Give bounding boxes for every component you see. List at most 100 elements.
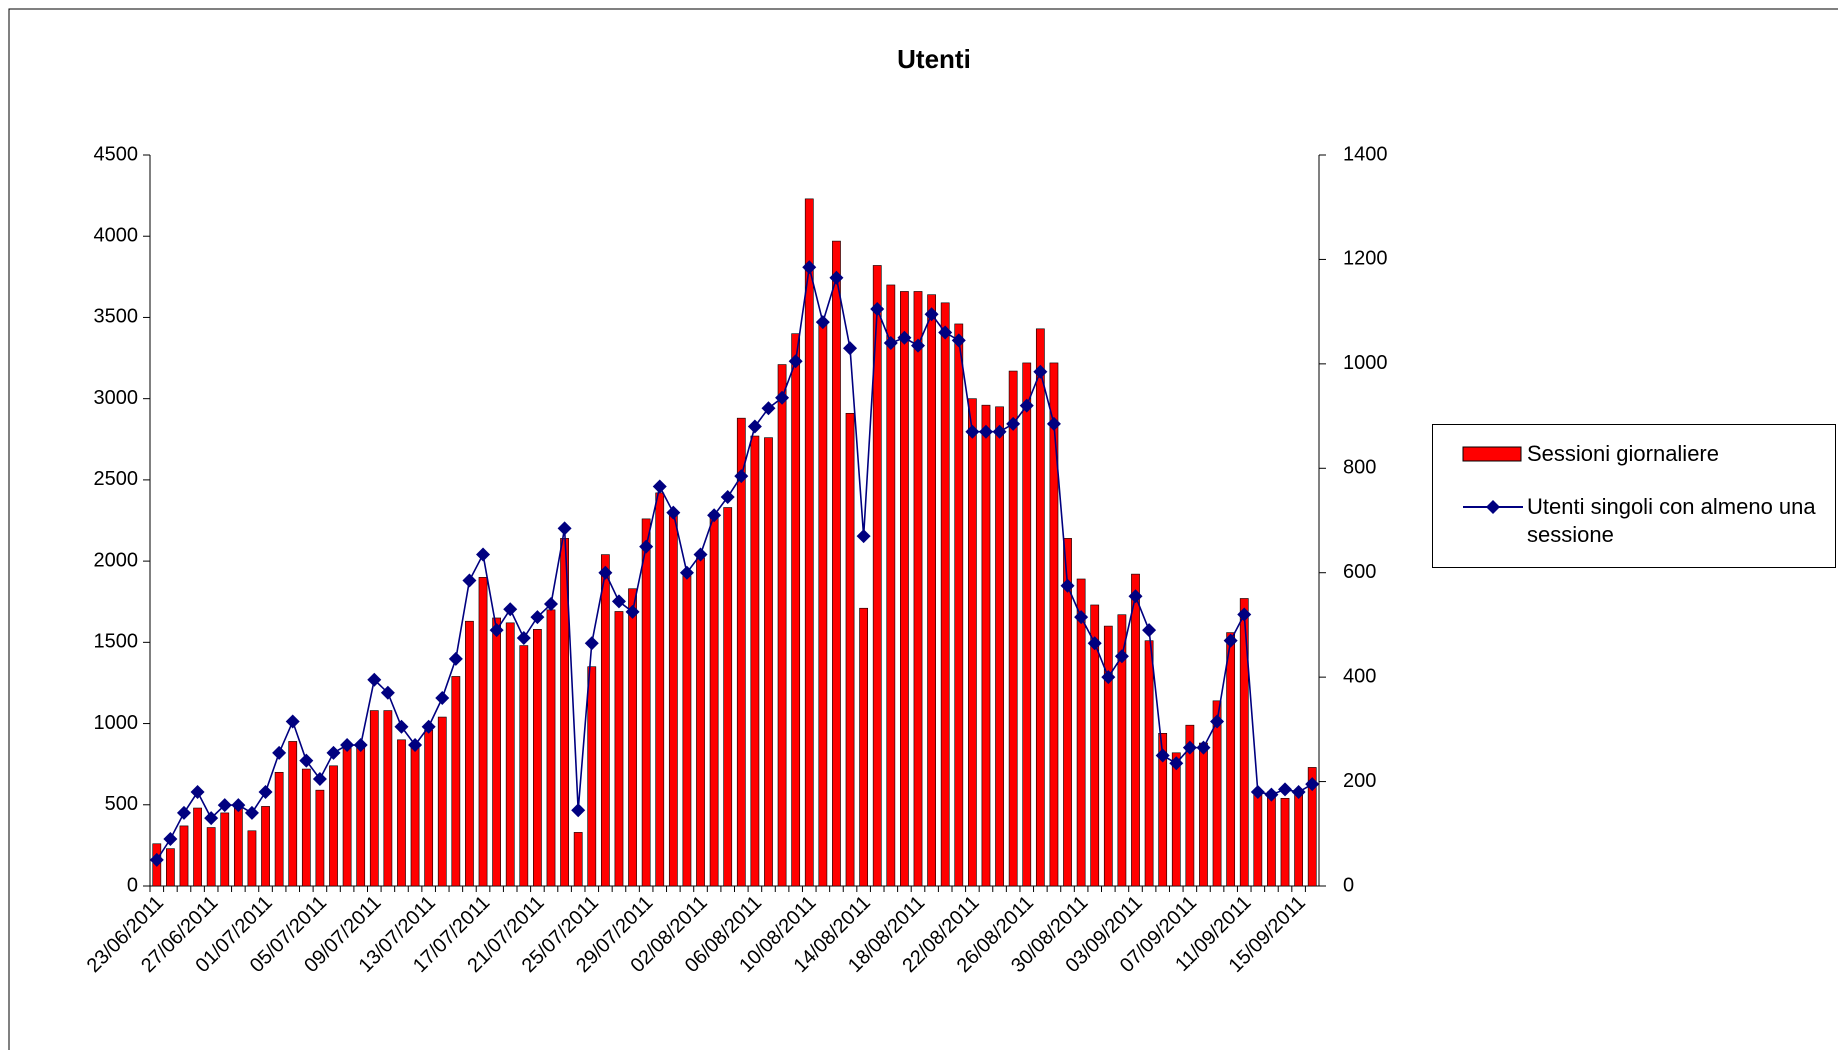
y2-tick-label: 1200 xyxy=(1343,248,1388,270)
bar xyxy=(777,364,787,887)
bar xyxy=(587,666,597,887)
bar xyxy=(505,622,515,887)
bar xyxy=(342,747,352,887)
marker xyxy=(380,685,395,700)
y-tick-label: 4500 xyxy=(94,143,139,165)
marker xyxy=(394,719,409,734)
marker xyxy=(1046,416,1061,431)
marker xyxy=(299,753,314,768)
marker xyxy=(190,785,205,800)
bar xyxy=(764,437,773,887)
marker xyxy=(1250,785,1265,800)
marker xyxy=(1182,740,1197,755)
marker xyxy=(530,610,545,625)
marker xyxy=(1210,714,1225,729)
marker xyxy=(1155,748,1170,763)
bar xyxy=(655,492,665,887)
marker xyxy=(421,719,436,734)
marker xyxy=(639,539,654,554)
y-tick-label: 1000 xyxy=(94,712,139,734)
y2-tick-label: 1400 xyxy=(1343,143,1388,165)
y-tick-label: 500 xyxy=(105,793,138,815)
bar xyxy=(668,513,678,887)
marker xyxy=(1006,416,1021,431)
marker xyxy=(679,565,694,580)
marker xyxy=(1169,756,1184,771)
bar xyxy=(723,507,733,887)
bar xyxy=(1212,700,1222,887)
bar xyxy=(166,848,175,887)
marker xyxy=(775,390,790,405)
bar xyxy=(886,284,896,887)
bar xyxy=(628,588,637,887)
bar xyxy=(614,611,624,887)
legend-label: Utenti singoli con almeno una sessione xyxy=(1527,494,1816,547)
marker xyxy=(448,651,463,666)
marker xyxy=(1291,785,1306,800)
marker xyxy=(408,738,423,753)
marker xyxy=(1237,607,1252,622)
marker xyxy=(1196,740,1211,755)
bar xyxy=(600,554,610,887)
bar xyxy=(1008,370,1018,887)
bar xyxy=(356,744,366,887)
marker xyxy=(1305,777,1320,792)
bar xyxy=(859,607,869,887)
bar xyxy=(900,291,909,887)
bar xyxy=(1239,598,1249,887)
y2-tick-label: 200 xyxy=(1343,770,1376,792)
bar xyxy=(804,198,814,887)
marker xyxy=(258,785,273,800)
y2-tick-label: 800 xyxy=(1343,457,1376,479)
bar xyxy=(478,577,488,887)
bar xyxy=(1307,767,1317,887)
bar xyxy=(329,765,338,887)
marker xyxy=(625,604,640,619)
bar xyxy=(206,827,216,887)
bar xyxy=(1090,604,1100,887)
y2-tick-label: 0 xyxy=(1343,874,1354,896)
bar xyxy=(750,435,760,887)
marker xyxy=(244,805,259,820)
bar xyxy=(791,333,801,887)
y-tick-label: 0 xyxy=(127,874,138,896)
bar xyxy=(1171,752,1181,887)
bar xyxy=(641,518,651,887)
bar xyxy=(233,807,243,887)
bar xyxy=(1294,789,1303,887)
bar xyxy=(437,716,447,887)
bar xyxy=(954,323,964,887)
bar xyxy=(369,710,379,887)
marker xyxy=(870,302,885,317)
bar xyxy=(872,265,882,887)
legend-keys xyxy=(1462,446,1523,514)
marker xyxy=(1142,623,1157,638)
bar xyxy=(1103,625,1113,887)
bar xyxy=(1280,797,1290,887)
marker xyxy=(176,805,191,820)
marker xyxy=(217,798,232,813)
frame xyxy=(8,8,1838,1050)
bar xyxy=(940,302,950,887)
marker xyxy=(1019,398,1034,413)
marker xyxy=(965,424,980,439)
bar xyxy=(981,404,991,887)
y-tick-label: 2500 xyxy=(94,468,139,490)
bar xyxy=(1063,538,1072,887)
marker xyxy=(462,573,477,588)
marker xyxy=(272,745,287,760)
marker xyxy=(992,424,1007,439)
bar xyxy=(397,739,406,887)
marker xyxy=(598,565,613,580)
legend-key-marker xyxy=(1486,500,1500,514)
marker xyxy=(367,672,382,687)
bar xyxy=(301,768,311,887)
legend: Sessioni giornaliere Utenti singoli con … xyxy=(1432,424,1836,568)
bar xyxy=(424,729,434,887)
bar xyxy=(1144,640,1154,887)
marker xyxy=(1114,649,1129,664)
bar xyxy=(1049,362,1059,887)
marker xyxy=(802,260,817,275)
bar xyxy=(818,320,828,887)
legend-label: Sessioni giornaliere xyxy=(1527,441,1719,466)
